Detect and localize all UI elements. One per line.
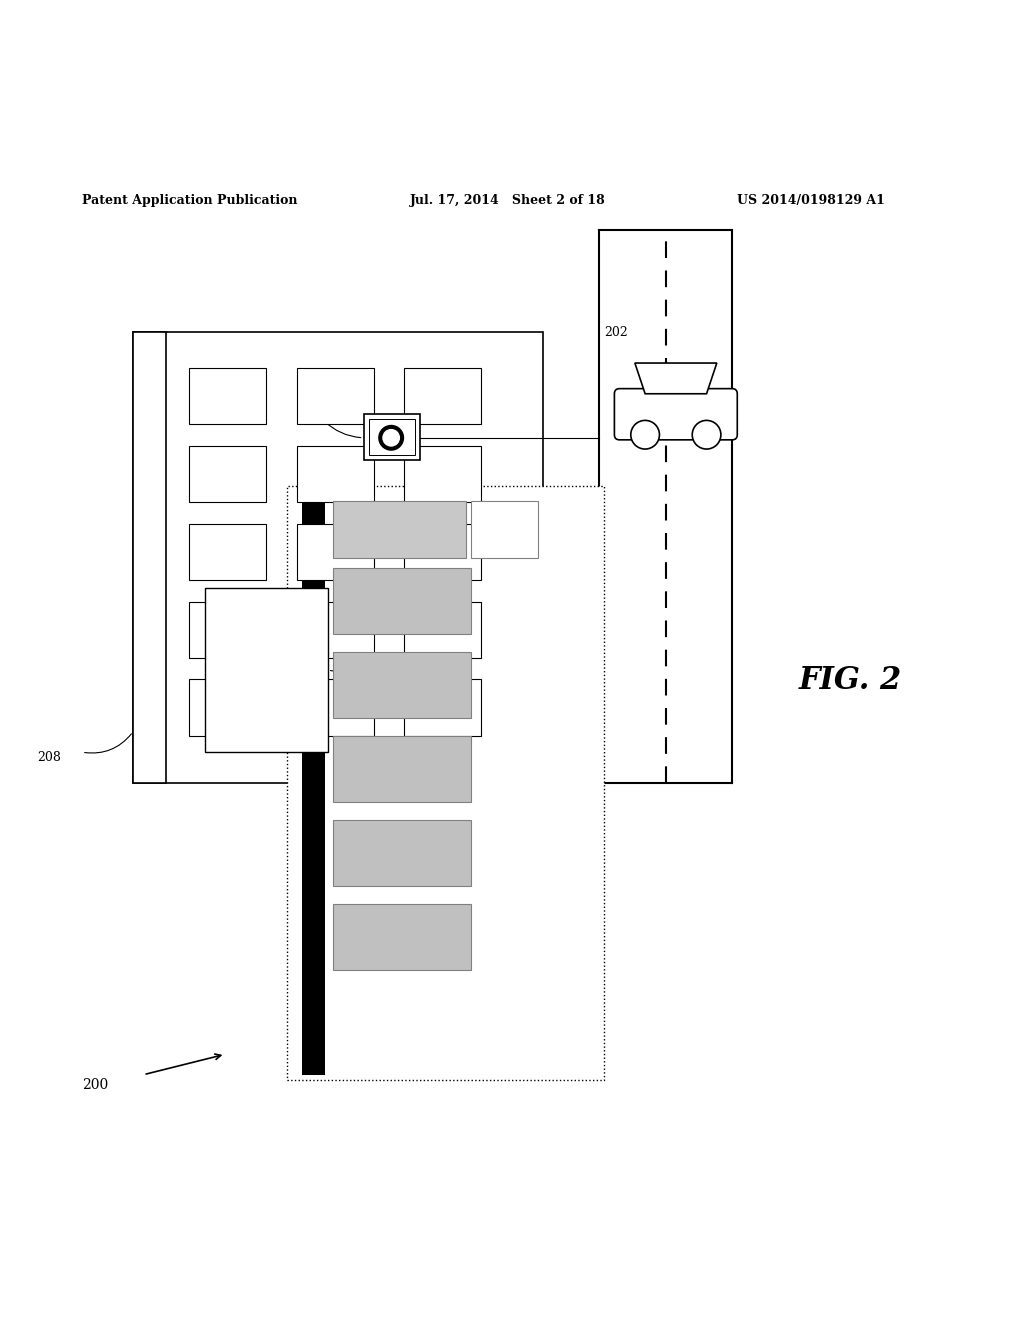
Bar (333, 502, 466, 557)
Circle shape (383, 429, 399, 446)
Polygon shape (635, 363, 717, 393)
Bar (297, 602, 374, 657)
Bar (133, 333, 543, 783)
Bar (364, 414, 420, 461)
Bar (189, 368, 266, 425)
Bar (133, 333, 166, 783)
Text: 208: 208 (38, 751, 61, 764)
Bar (333, 735, 471, 803)
Bar (297, 368, 374, 425)
Bar (404, 524, 481, 579)
Bar (333, 820, 471, 886)
Text: 202: 202 (604, 326, 628, 339)
Bar (287, 486, 604, 1080)
Circle shape (379, 425, 403, 450)
Text: 206: 206 (307, 400, 331, 413)
FancyBboxPatch shape (614, 388, 737, 440)
Bar (189, 680, 266, 735)
Bar (404, 368, 481, 425)
Bar (471, 502, 538, 557)
Bar (189, 602, 266, 657)
Bar (297, 680, 374, 735)
Bar (189, 446, 266, 503)
Text: US 2014/0198129 A1: US 2014/0198129 A1 (737, 194, 885, 207)
Bar (369, 420, 415, 455)
Bar (333, 904, 471, 970)
Text: Jul. 17, 2014   Sheet 2 of 18: Jul. 17, 2014 Sheet 2 of 18 (410, 194, 605, 207)
Bar (404, 446, 481, 503)
Bar (297, 524, 374, 579)
Bar (404, 680, 481, 735)
Text: Patent Application Publication: Patent Application Publication (82, 194, 297, 207)
Circle shape (692, 420, 721, 449)
Bar (302, 491, 325, 1074)
Text: 200: 200 (82, 1078, 109, 1092)
Bar (205, 589, 328, 752)
Circle shape (631, 420, 659, 449)
Text: FIG. 2: FIG. 2 (799, 665, 902, 696)
Bar (297, 446, 374, 503)
Bar (189, 524, 266, 579)
Bar (333, 652, 471, 718)
Bar (333, 568, 471, 635)
Text: 204: 204 (384, 694, 408, 708)
Text: Market: Market (259, 644, 273, 696)
Bar (404, 602, 481, 657)
